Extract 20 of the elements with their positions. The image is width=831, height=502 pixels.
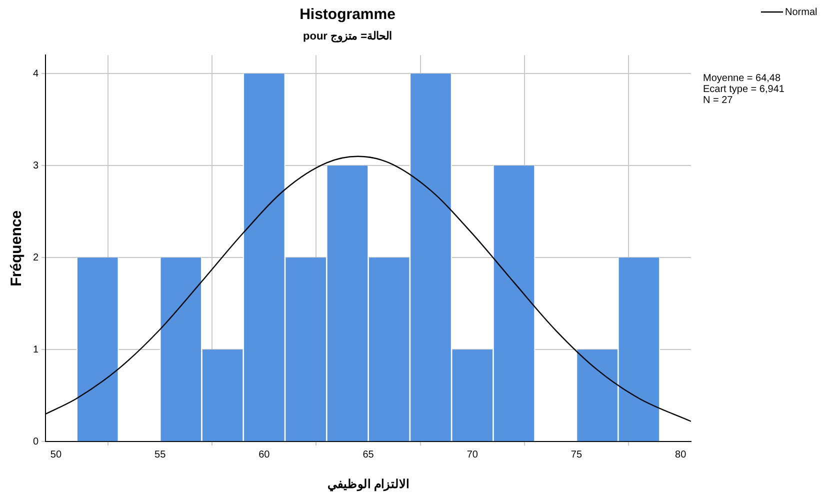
chart-subtitle: pour الحالة= متزوج [303, 30, 392, 43]
x-tick-label: 75 [570, 449, 582, 460]
text: Ecart type = 6,941 [703, 84, 785, 95]
chart-title: Histogramme [300, 6, 396, 24]
x-axis-title: الالتزام الوظيفي [328, 477, 409, 492]
x-tick-label: 65 [362, 449, 374, 460]
y-tick-label: 1 [33, 344, 39, 356]
y-tick-label: 4 [33, 68, 39, 80]
y-axis-title: Fréquence [8, 210, 26, 286]
y-tick-label: 0 [33, 436, 39, 448]
text: N = 27 [703, 94, 734, 106]
legend-label: Normal [785, 6, 818, 18]
y-tick-label: 2 [33, 252, 39, 264]
y-tick-label: 3 [33, 160, 39, 172]
x-tick-label: 55 [154, 449, 166, 460]
text: Moyenne = 64,48 [703, 72, 781, 84]
x-tick-label: 50 [50, 449, 62, 460]
x-tick-label: 70 [466, 449, 478, 460]
x-tick-label: 80 [675, 449, 687, 460]
x-tick-label: 60 [258, 449, 270, 460]
